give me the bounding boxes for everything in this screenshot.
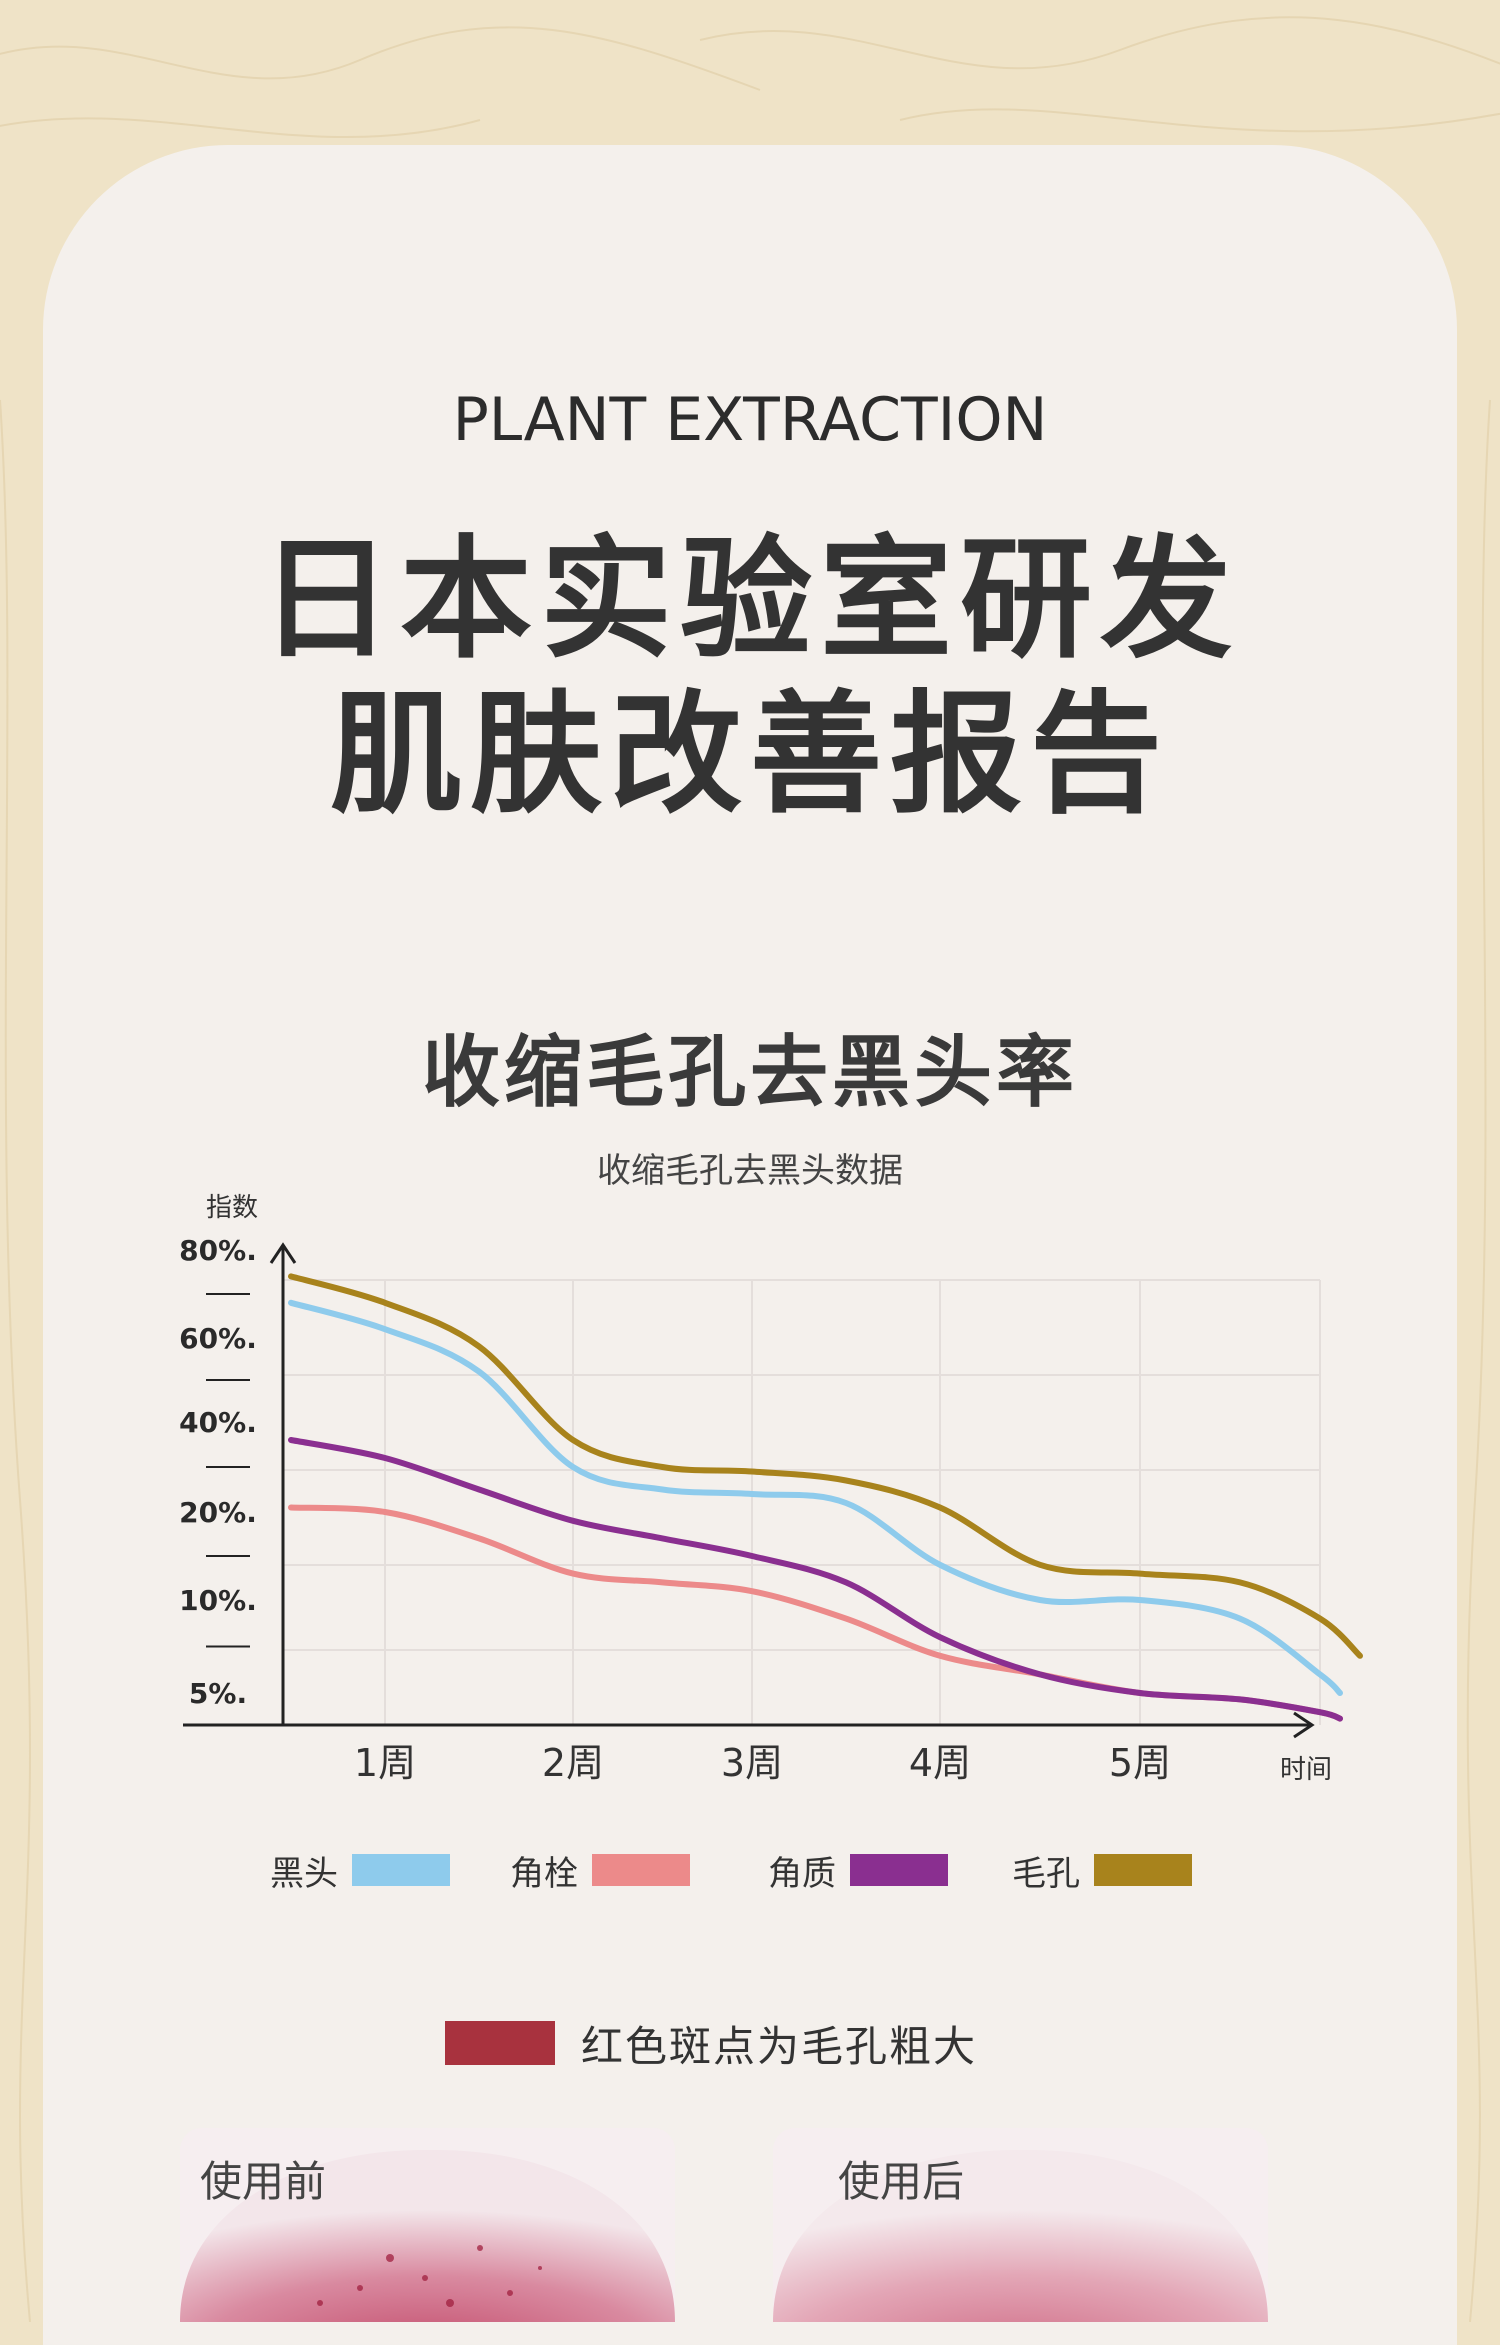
legend-label-keratin-plug: 角栓	[510, 1853, 578, 1894]
series-line-keratin	[288, 1437, 1343, 1722]
y-tick-label: 5%.	[189, 1677, 247, 1710]
y-tick-label: 20%.	[179, 1496, 257, 1529]
x-tick-label: 2周	[542, 1741, 604, 1785]
before-photo: 使用前	[180, 2128, 675, 2322]
legend-label-blackhead: 黑头	[270, 1853, 338, 1894]
x-axis-ticks: 1周 2周 3周 4周 5周	[354, 1741, 1171, 1785]
before-label: 使用前	[200, 2157, 327, 2206]
subtitle-english: PLANT EXTRACTION	[452, 385, 1048, 455]
x-tick-label: 1周	[354, 1741, 416, 1785]
after-skin-image	[773, 2128, 1268, 2322]
page-title-line-2: 肌肤改善报告	[330, 678, 1170, 832]
legend-item-keratin: 角质	[768, 1845, 948, 1895]
chart-section-heading: 收缩毛孔去黑头率	[421, 1028, 1078, 1118]
legend-item-blackhead: 黑头	[270, 1845, 450, 1895]
x-tick-label: 4周	[909, 1741, 971, 1785]
page-title-line-1: 日本实验室研发	[260, 523, 1240, 677]
legend-swatch-keratin-plug	[592, 1854, 690, 1886]
note-text: 红色斑点为毛孔粗大	[581, 2021, 978, 2071]
y-axis-label: 指数	[206, 1193, 258, 1223]
legend-item-keratin-plug: 角栓	[510, 1845, 690, 1895]
y-tick-label: 40%.	[179, 1406, 257, 1439]
x-axis-arrow	[1293, 1711, 1315, 1739]
before-skin-image	[180, 2128, 675, 2322]
y-tick-label: 10%.	[179, 1584, 257, 1617]
note-color-swatch	[445, 2021, 555, 2065]
y-tick-label: 60%.	[179, 1322, 257, 1355]
legend-swatch-keratin	[850, 1854, 948, 1886]
chart-title: 收缩毛孔去黑头数据	[597, 1151, 903, 1191]
pore-note: 红色斑点为毛孔粗大	[445, 2018, 977, 2071]
legend-swatch-blackhead	[352, 1854, 450, 1886]
content-card	[43, 145, 1457, 2345]
legend-swatch-pore	[1094, 1854, 1192, 1886]
legend-label-keratin: 角质	[768, 1853, 836, 1894]
series-line-blackhead	[288, 1299, 1343, 1696]
after-photo: 使用后	[773, 2128, 1268, 2322]
y-axis-ticks: 80%. 60%. 40%. 20%. 10%. 5%.	[179, 1234, 257, 1710]
after-label: 使用后	[838, 2157, 965, 2206]
y-axis-arrow	[269, 1242, 297, 1264]
series-line-pore	[288, 1273, 1363, 1659]
series-line-keratin-plug	[288, 1504, 1343, 1722]
y-tick-label: 80%.	[179, 1234, 257, 1267]
line-chart: 收缩毛孔去黑头数据 指数 时间 80%.60%.40%.20%.10%.5%. …	[179, 1151, 1363, 1785]
x-tick-label: 3周	[721, 1741, 783, 1785]
legend-label-pore: 毛孔	[1012, 1853, 1080, 1894]
chart-legend: 黑头 角栓 角质 毛孔	[0, 1845, 1500, 1895]
legend-item-pore: 毛孔	[1012, 1845, 1192, 1895]
x-tick-label: 5周	[1109, 1741, 1171, 1785]
chart-series	[288, 1273, 1363, 1722]
x-axis-label: 时间	[1280, 1755, 1332, 1785]
chart-axes	[183, 1242, 1315, 1739]
